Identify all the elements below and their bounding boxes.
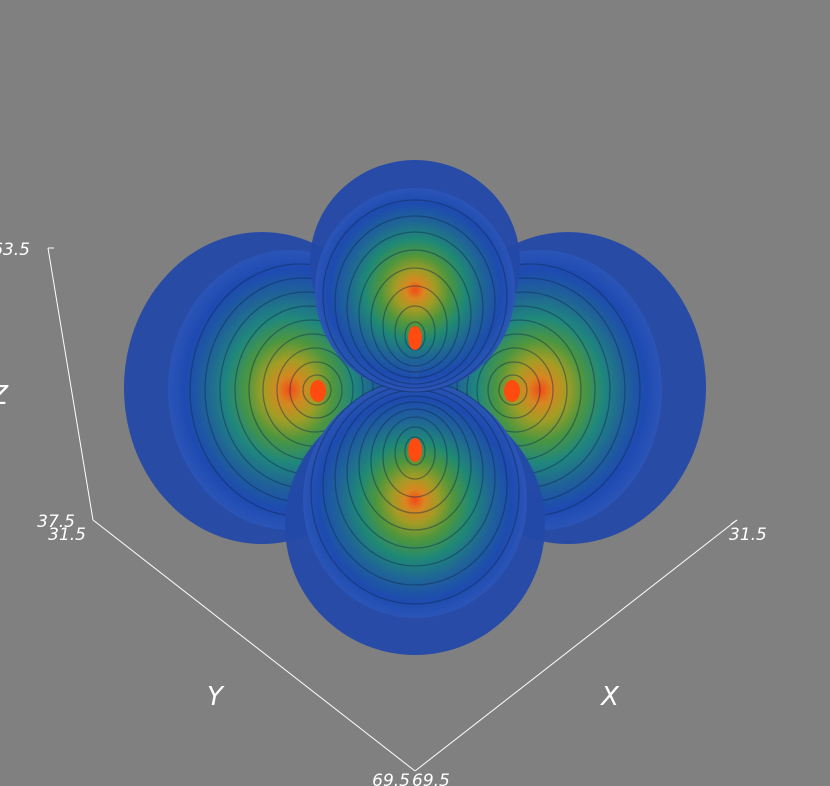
x-axis-tick-start: 69.5 bbox=[412, 771, 450, 786]
lobe-bottom bbox=[285, 379, 545, 655]
x-axis-tick-end: 31.5 bbox=[729, 525, 767, 545]
z-axis-tick-bottom: 37.5 bbox=[37, 512, 75, 532]
volume-lobes bbox=[124, 160, 706, 655]
z-axis-line bbox=[47, 247, 94, 521]
z-axis-tick-top: 63.5 bbox=[0, 240, 30, 260]
x-axis-end-tick-mark bbox=[730, 519, 738, 525]
x-axis-line bbox=[414, 519, 738, 772]
y-axis-line bbox=[92, 519, 416, 772]
z-axis-title: Z bbox=[0, 381, 9, 411]
y-axis-tick-start: 31.5 bbox=[48, 525, 86, 545]
x-axis-title: X bbox=[599, 682, 620, 712]
y-axis-title: Y bbox=[207, 682, 225, 712]
y-axis-tick-end: 69.5 bbox=[372, 771, 410, 786]
axes-cube bbox=[47, 247, 738, 772]
lobe-top bbox=[310, 160, 520, 393]
